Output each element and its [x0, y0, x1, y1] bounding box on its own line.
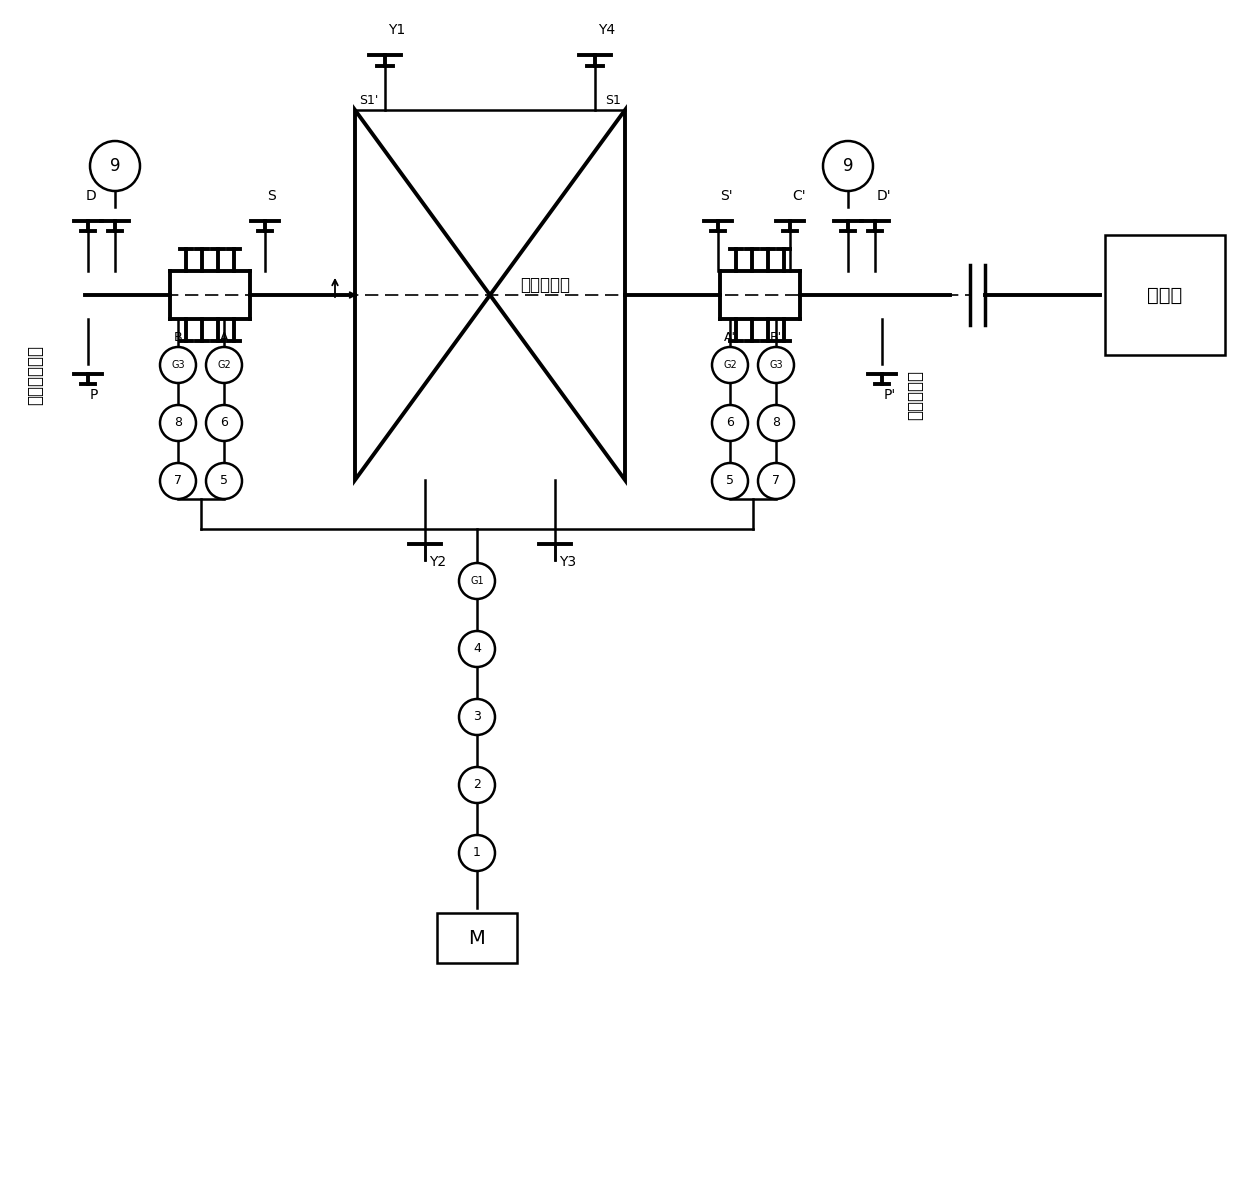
Text: D': D' [877, 189, 892, 203]
Circle shape [758, 347, 794, 383]
Text: 7: 7 [174, 474, 182, 487]
Text: Y1: Y1 [388, 23, 405, 37]
Text: S: S [267, 189, 275, 203]
Text: P: P [91, 388, 98, 402]
Circle shape [91, 141, 140, 192]
Text: B: B [174, 332, 182, 344]
Text: 8: 8 [773, 417, 780, 430]
Circle shape [712, 463, 748, 499]
Text: P': P' [884, 388, 897, 402]
Text: G3: G3 [171, 360, 185, 370]
Text: 非驱动側密封: 非驱动側密封 [26, 345, 43, 405]
Text: 6: 6 [727, 417, 734, 430]
Circle shape [206, 347, 242, 383]
Text: 3: 3 [474, 711, 481, 723]
Circle shape [160, 405, 196, 440]
Text: 5: 5 [725, 474, 734, 487]
Bar [1105, 235, 1225, 356]
Text: G1: G1 [470, 576, 484, 587]
Text: G2: G2 [217, 360, 231, 370]
Text: 9: 9 [110, 157, 120, 175]
Text: G2: G2 [723, 360, 737, 370]
Text: S1': S1' [360, 95, 378, 107]
Text: 4: 4 [474, 643, 481, 656]
Circle shape [712, 405, 748, 440]
Text: 8: 8 [174, 417, 182, 430]
Circle shape [459, 767, 495, 803]
Text: M: M [469, 929, 485, 948]
Text: 6: 6 [219, 417, 228, 430]
Text: 9: 9 [843, 157, 853, 175]
Circle shape [206, 405, 242, 440]
Text: Y4: Y4 [598, 23, 615, 37]
Circle shape [206, 463, 242, 499]
Text: 5: 5 [219, 474, 228, 487]
Text: A': A' [724, 332, 737, 344]
Text: Y3: Y3 [559, 555, 577, 569]
Text: 2: 2 [474, 778, 481, 791]
Bar [436, 913, 517, 964]
Circle shape [459, 699, 495, 735]
Circle shape [758, 463, 794, 499]
Circle shape [758, 405, 794, 440]
Text: D: D [86, 189, 97, 203]
Circle shape [712, 347, 748, 383]
Text: 7: 7 [773, 474, 780, 487]
Text: S1: S1 [605, 95, 621, 107]
Circle shape [459, 836, 495, 871]
Text: 驱动机: 驱动机 [1147, 286, 1183, 304]
Text: G3: G3 [769, 360, 782, 370]
Text: B': B' [770, 332, 782, 344]
Text: 驱动側密封: 驱动側密封 [906, 370, 924, 420]
Circle shape [160, 463, 196, 499]
Circle shape [459, 563, 495, 598]
Text: S': S' [720, 189, 733, 203]
Text: 1: 1 [474, 846, 481, 859]
Text: 离心压缩机: 离心压缩机 [520, 277, 570, 294]
Text: A: A [219, 332, 228, 344]
Circle shape [160, 347, 196, 383]
Circle shape [823, 141, 873, 192]
Circle shape [459, 631, 495, 667]
Text: Y2: Y2 [429, 555, 446, 569]
Text: C': C' [792, 189, 806, 203]
